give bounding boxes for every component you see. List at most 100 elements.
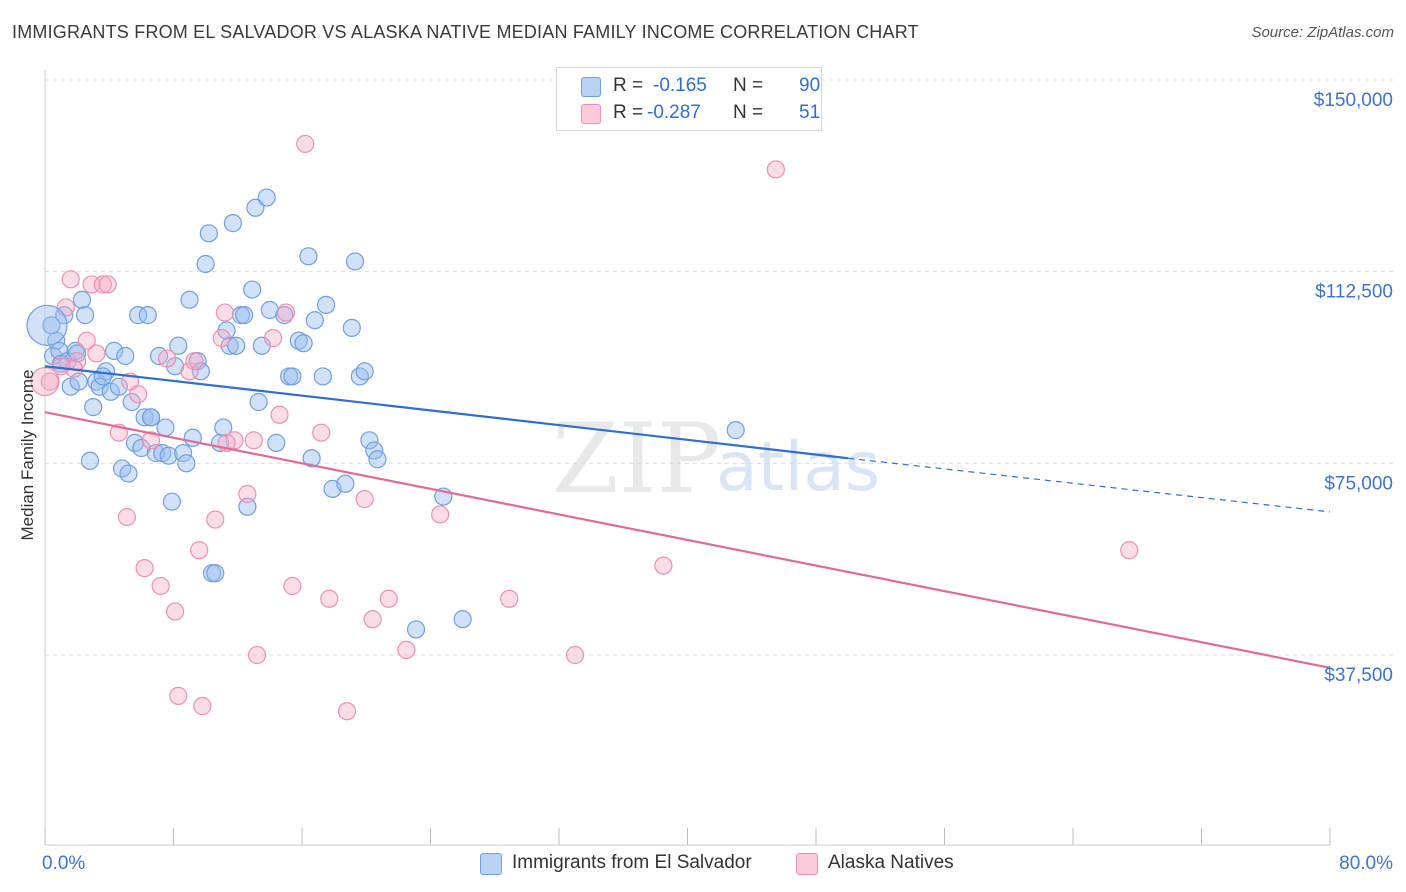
data-point-blue [169,336,188,355]
data-point-pink [276,303,296,322]
data-point-blue [119,464,138,483]
data-point-blue [174,444,193,463]
data-point-blue [238,497,257,516]
data-point-pink [565,645,585,665]
data-point-blue [283,367,302,386]
axes [44,70,1331,846]
data-point-blue [305,311,324,330]
data-point-pink [193,697,212,716]
data-point-pink [270,405,289,424]
series-label-blue: Immigrants from El Salvador [512,852,752,873]
data-point-pink [212,329,231,348]
data-point-pink [117,507,137,527]
data-point-blue [109,377,128,396]
data-point-pink [247,645,267,665]
data-point-blue [93,367,112,386]
data-point-blue [141,408,161,427]
data-point-blue [132,438,151,458]
data-point-pink [157,349,177,368]
data-point-blue [289,331,308,350]
data-point-blue [129,306,148,325]
data-point-blue [355,362,374,381]
legend-r-label: R = [613,75,644,96]
data-point-pink [77,331,96,350]
data-point-pink [87,344,106,363]
series-label-pink: Alaska Natives [828,852,954,873]
y-tick-label: $112,500 [1315,282,1393,303]
data-point-blue [313,367,332,386]
legend-row-pink: R = -0.287 N = 51 [581,102,820,126]
data-point-pink [238,484,257,504]
data-point-pink [244,431,263,450]
chart-title: IMMIGRANTS FROM EL SALVADOR VS ALASKA NA… [12,22,919,42]
legend-swatch-pink [581,104,601,124]
data-point-blue [350,367,369,386]
data-point-pink [296,134,315,153]
legend-n-value: 51 [799,102,821,123]
data-point-blue [68,344,87,363]
series-swatch-pink [796,853,818,875]
data-point-pink [135,559,154,578]
watermark: ZIP atlas [552,403,880,515]
data-point-blue [249,392,268,412]
data-point-pink [397,640,416,659]
data-point-pink [206,510,225,529]
x-tick-label: 80.0% [1339,853,1393,874]
legend-swatch-blue [581,77,601,97]
data-point-pink [654,556,673,575]
x-tick-label: 0.0% [42,853,85,874]
data-point-blue [267,433,286,452]
data-point-pink [1120,541,1139,560]
watermark-atlas: atlas [716,428,880,507]
data-point-blue [368,450,387,469]
data-point-blue [243,280,262,299]
legend-r-value: -0.165 [653,75,707,96]
data-point-pink [30,366,60,397]
data-point-blue [360,431,379,450]
correlation-legend: R = -0.165 N = 90 R = -0.287 N = 51 [556,67,822,131]
data-point-pink [379,589,398,608]
data-point-pink [180,362,199,381]
data-point-blue [227,336,246,355]
data-point-blue [214,418,233,437]
data-point-pink [185,352,204,371]
data-point-blue [80,451,100,470]
data-point-pink [215,303,234,322]
source-label: Source: ZipAtlas.com [1251,24,1394,41]
data-point-pink [129,385,148,404]
data-point-pink [320,589,339,608]
y-tick-label: $37,500 [1324,665,1393,686]
data-point-blue [177,454,196,473]
watermark-zip: ZIP [552,403,721,515]
legend-n-value: 90 [799,75,821,96]
data-point-pink [169,686,188,705]
points-layer [26,134,1139,721]
data-point-blue [76,306,95,325]
legend-r-label: R = [613,102,644,123]
data-point-pink [431,505,450,524]
data-point-blue [26,304,68,346]
data-point-blue [135,408,154,427]
y-tick-label: $75,000 [1324,473,1393,494]
data-point-pink [363,610,382,629]
trend-line-blue [44,365,849,460]
data-point-blue [196,254,215,274]
data-point-blue [453,610,472,629]
data-point-pink [151,576,170,596]
data-point-blue [162,492,181,511]
data-point-pink [40,372,59,391]
data-point-blue [72,290,92,309]
data-point-blue [246,198,265,217]
data-point-blue [159,446,178,465]
y-tick-label: $150,000 [1314,90,1393,111]
data-point-pink [98,275,117,294]
data-point-pink [190,541,209,560]
data-point-blue [116,346,135,366]
data-point-pink [61,270,80,289]
data-point-blue [138,306,157,325]
data-point-pink [355,490,374,509]
data-point-pink [283,576,302,596]
data-point-pink [141,431,161,450]
data-point-blue [294,334,313,353]
